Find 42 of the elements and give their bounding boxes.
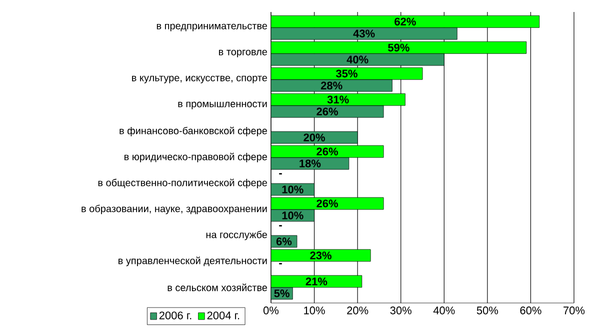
y-tick-label: в культуре, искусстве, спорте [132,76,268,84]
data-label: 23% [310,252,332,260]
data-label: 10% [282,212,304,220]
y-tick-label: в управленческой деятельности [118,256,267,266]
y-tick-label: в финансово-банковской сфере [120,126,268,136]
data-label: 62% [394,18,416,26]
legend-label: 2004 г. [207,312,240,320]
data-label: 28% [320,82,342,90]
data-label: 21% [306,278,328,286]
data-label: 20% [304,134,325,142]
text: - [279,225,282,226]
y-tick-label: в промышленности [178,102,267,110]
data-label: 26% [316,108,338,116]
y-tick-label: в торговле [219,50,268,58]
text: - [279,173,282,174]
y-tick-label: в общественно-политической сфере [98,178,268,188]
data-label: 26% [316,148,338,156]
y-tick-label: в предпринимательстве [156,24,268,32]
y-tick-label: в юридическо-правовой сфере [124,152,268,162]
x-tick-label: 30% [390,306,412,314]
data-label: 6% [276,238,292,246]
data-label: 26% [316,200,338,208]
x-tick-label: 50% [476,306,498,314]
x-tick-label: 20% [347,306,368,314]
x-tick-label: 10% [304,306,325,314]
data-label: 18% [300,160,321,168]
x-tick-label: 70% [564,306,585,314]
x-tick-label: 60% [520,306,542,314]
legend-label: 2006 г. [159,312,192,320]
data-label: 5% [274,289,290,298]
y-tick-label: в сельском хозяйстве [168,284,268,292]
data-label: 59% [388,44,410,52]
data-label: 10% [282,186,304,194]
y-tick-label: в образовании, науке, здравоохранении [82,204,267,214]
data-label: 40% [346,56,368,64]
text: - [279,263,282,264]
data-label: 35% [336,70,358,78]
x-tick-label: 40% [433,306,455,314]
x-tick-label: 0% [263,306,279,314]
data-label: 43% [353,30,375,38]
data-label: 31% [327,96,349,104]
y-tick-label: на госслужбе [206,230,268,240]
